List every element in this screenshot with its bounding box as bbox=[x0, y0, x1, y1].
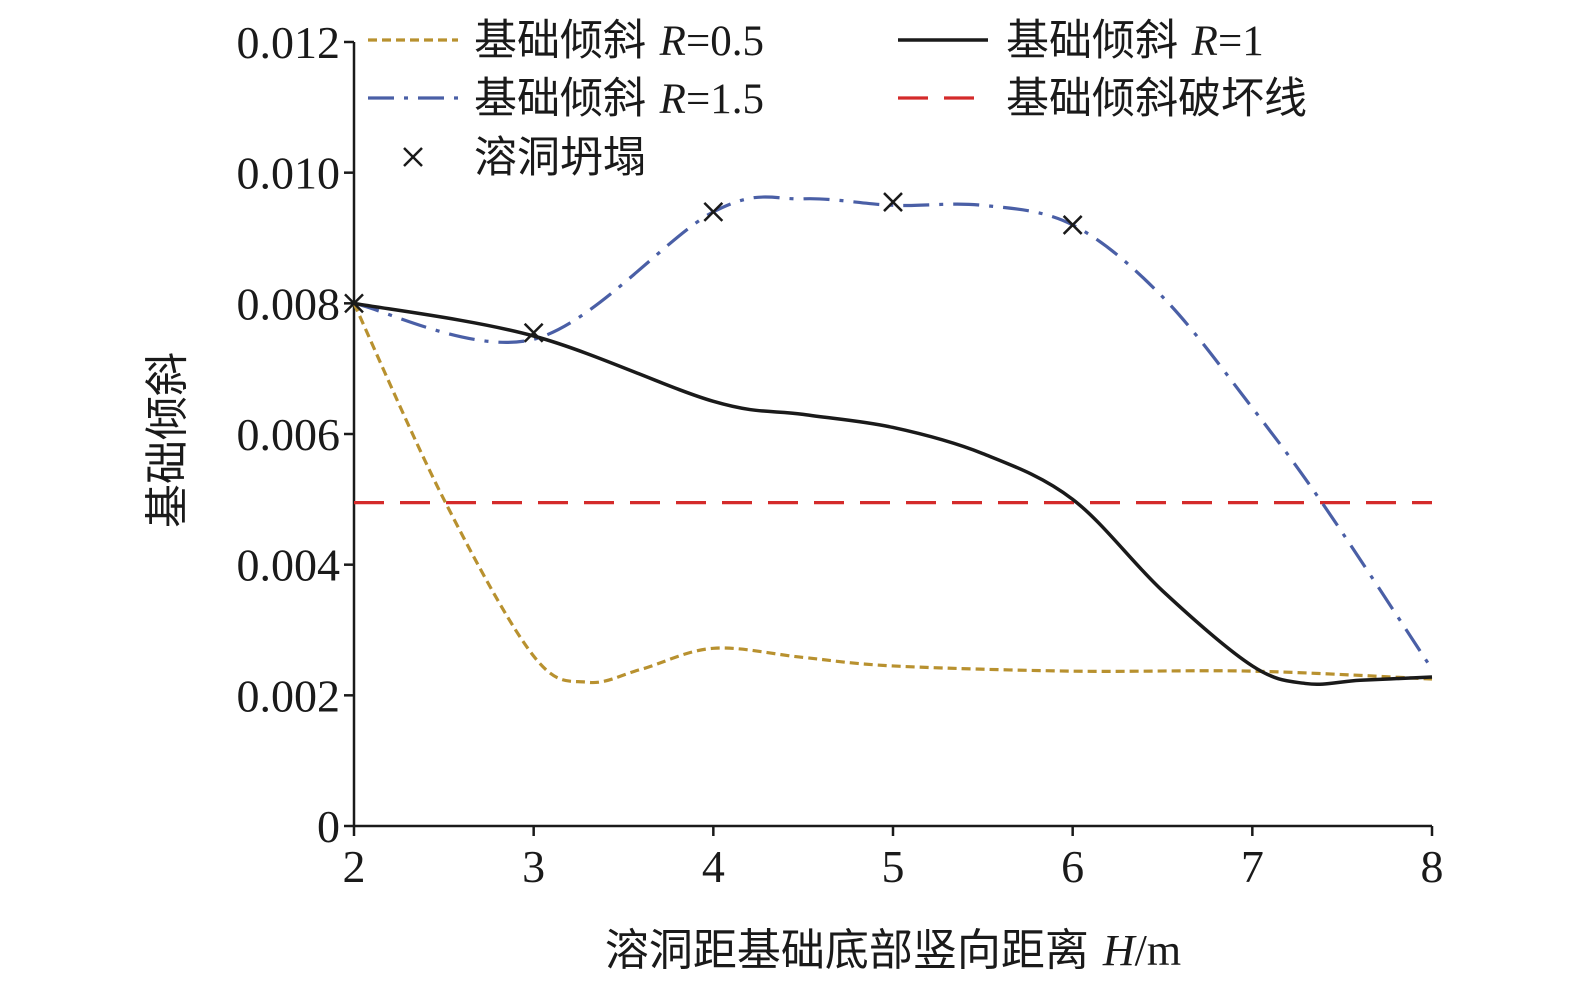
collapse-marker bbox=[883, 192, 903, 212]
x-tick-label: 5 bbox=[882, 841, 905, 892]
legend-label-3: 基础倾斜破坏线 bbox=[1006, 74, 1307, 124]
legend-label-markers: 溶洞坍塌 bbox=[474, 133, 646, 183]
x-tick-label: 4 bbox=[702, 841, 725, 892]
y-tick-label: 0.004 bbox=[237, 540, 341, 591]
legend-label-2: 基础倾斜 R=1.5 bbox=[474, 74, 764, 124]
collapse-marker bbox=[1062, 215, 1083, 235]
legend-entry-markers: 溶洞坍塌 bbox=[403, 133, 646, 183]
legend-entry-3: 基础倾斜破坏线 bbox=[898, 74, 1307, 124]
legend-label-1: 基础倾斜 R=1 bbox=[1006, 16, 1264, 66]
collapse-marker bbox=[703, 201, 724, 222]
x-tick-label: 7 bbox=[1241, 841, 1264, 892]
series-line-1 bbox=[353, 301, 1433, 686]
y-tick-label: 0.002 bbox=[237, 670, 341, 721]
x-tick-label: 2 bbox=[343, 841, 366, 892]
y-tick-label: 0.012 bbox=[237, 17, 341, 68]
legend-label-0: 基础倾斜 R=0.5 bbox=[474, 16, 764, 66]
y-tick-label: 0 bbox=[317, 801, 340, 852]
series-line-0 bbox=[352, 302, 1433, 685]
legend-entry-0: 基础倾斜 R=0.5 bbox=[368, 16, 764, 66]
x-axis-title-unit: /m bbox=[1135, 926, 1181, 975]
series-layer bbox=[352, 195, 1434, 686]
legend-entry-1: 基础倾斜 R=1 bbox=[898, 16, 1264, 66]
x-tick-label: 8 bbox=[1421, 841, 1444, 892]
collapse-markers bbox=[344, 192, 1083, 343]
series-line-2 bbox=[353, 195, 1434, 671]
x-tick-label: 6 bbox=[1061, 841, 1084, 892]
y-axis-title: 基础倾斜 bbox=[142, 352, 193, 528]
x-axis-title-var: H bbox=[1102, 926, 1137, 975]
y-tick-label: 0.010 bbox=[237, 148, 341, 199]
x-tick-label: 3 bbox=[522, 841, 545, 892]
y-tick-label: 0.006 bbox=[237, 409, 341, 460]
axes: 2 3 4 5 6 7 8 0 0.002 0.004 0.006 0.008 0.010 0.012 bbox=[237, 17, 1444, 892]
x-axis-title-prefix: 溶洞距基础底部竖向距离 bbox=[605, 925, 1103, 976]
x-axis-title: 溶洞距基础底部竖向距离 H/m bbox=[605, 925, 1181, 976]
collapse-marker bbox=[523, 322, 544, 343]
collapse-marker bbox=[344, 293, 364, 314]
legend-entry-2: 基础倾斜 R=1.5 bbox=[368, 74, 764, 124]
y-tick-label: 0.008 bbox=[237, 278, 341, 329]
